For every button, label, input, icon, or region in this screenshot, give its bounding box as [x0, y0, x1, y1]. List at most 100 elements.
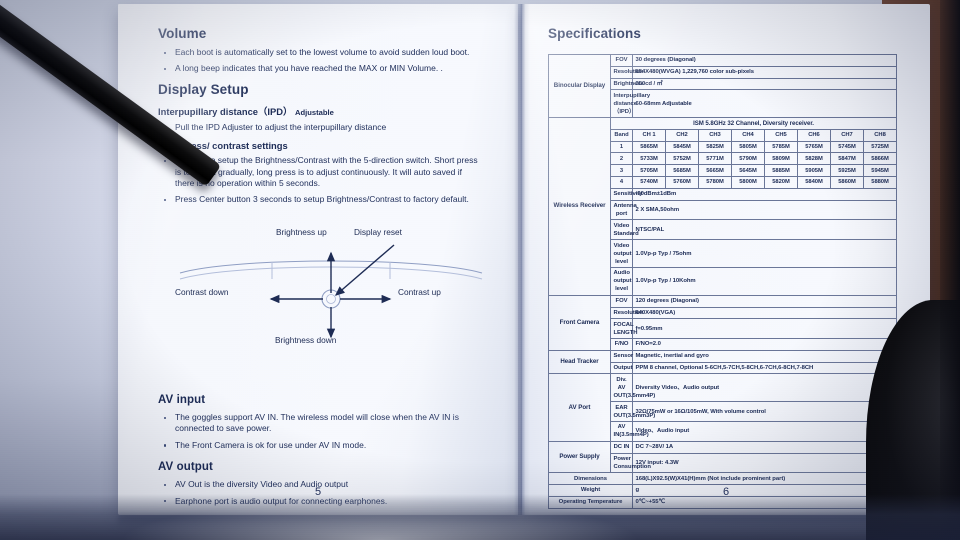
- table-row: Power Consumption 12V input: 4.3W: [549, 452, 898, 474]
- spec-value-cell: 1.0Vp-p Typ / 10Kohm: [631, 266, 898, 296]
- channel-frequency-cell: 5800M: [731, 176, 765, 189]
- channel-header-cell: CH7: [830, 128, 864, 142]
- section-ipd: Interpupillary distance（IPD） Adjustable …: [158, 104, 483, 133]
- list-item: Each boot is automatically set to the lo…: [158, 47, 483, 58]
- channel-frequency-cell: 5725M: [862, 140, 898, 154]
- group-label-cell: Power Supply: [548, 440, 611, 474]
- heading-ipd-note: Adjustable: [295, 107, 334, 117]
- channel-frequency-cell: 5880M: [862, 176, 898, 189]
- list-item: A long beep indicates that you have reac…: [158, 63, 483, 74]
- spec-key-cell: FOV: [610, 294, 633, 308]
- volume-bullet-list: Each boot is automatically set to the lo…: [158, 47, 483, 75]
- list-item: Press Center button 3 seconds to setup B…: [158, 194, 483, 205]
- spec-key-cell: Video Standard: [610, 219, 639, 241]
- channel-frequency-cell: 5825M: [698, 140, 732, 154]
- spec-key-cell: F/NO: [610, 338, 633, 351]
- section-brightness-contrast: Brightness/ contrast settings It's easy …: [158, 140, 483, 206]
- heading-av-output: AV output: [158, 461, 213, 474]
- channel-header-cell: CH4: [731, 128, 765, 142]
- channel-header-cell: CH2: [665, 128, 699, 142]
- channel-frequency-cell: 5845M: [665, 140, 699, 154]
- list-item: It's easy to setup the Brightness/Contra…: [158, 155, 483, 189]
- channel-frequency-cell: 5785M: [764, 140, 798, 154]
- diagram-label-right: Contrast up: [398, 287, 441, 297]
- channel-header-cell: CH5: [764, 128, 798, 142]
- spec-value-cell: Magnetic, inertial and gyro: [631, 349, 898, 363]
- table-row-band: 3 5705M 5685M 5665M 5645M 5885M 5905M 5925M 5945…: [549, 164, 898, 178]
- band-number-cell: 3: [610, 164, 633, 178]
- diagram-svg: [179, 244, 483, 339]
- group-label-cell: Front Camera: [548, 294, 611, 351]
- table-row: AV Port Div. AV OUT(3.5mm4P) Diversity Vid…: [548, 373, 898, 442]
- spec-key-cell: Audio output level: [610, 266, 633, 296]
- desk-glow: [120, 500, 640, 540]
- channel-frequency-cell: 5885M: [764, 164, 798, 178]
- spec-value-cell: 854X480(WVGA) 1,229,760 color sub-pixels: [631, 65, 898, 79]
- spec-key-cell: EAR OUT(3.5mm3P): [610, 401, 655, 422]
- channel-frequency-cell: 5790M: [731, 152, 765, 166]
- channel-frequency-cell: 5828M: [797, 152, 831, 166]
- channel-header-cell: CH3: [698, 128, 732, 142]
- list-item: Pull the IPD Adjuster to adjust the inte…: [158, 122, 483, 133]
- spec-value-cell: Video、Audio input: [631, 420, 898, 442]
- channel-frequency-cell: 5865M: [632, 140, 666, 154]
- channel-frequency-cell: 5760M: [665, 176, 699, 189]
- channel-frequency-cell: 5780M: [698, 176, 732, 189]
- ipd-bullet-list: Pull the IPD Adjuster to adjust the inte…: [158, 122, 483, 133]
- spec-key-cell: Video output level: [610, 239, 633, 268]
- spec-value-cell: F/NO=2.0: [631, 338, 898, 351]
- spec-key-cell: Div. AV OUT(3.5mm4P): [610, 373, 655, 403]
- channel-frequency-cell: 5820M: [764, 176, 798, 189]
- heading-brightness-contrast: Brightness/ contrast settings: [158, 140, 288, 152]
- spec-key-cell: Resolution: [610, 306, 643, 320]
- table-row-band: 2 5733M 5752M 5771M 5790M 5809M 5828M 5847M 5866…: [549, 152, 898, 166]
- diagram-label-up: Brightness up: [276, 227, 327, 237]
- heading-ipd: Interpupillary distance（IPD） Adjustable: [158, 104, 483, 118]
- left-page-content: Volume Each boot is automatically set to…: [158, 26, 483, 213]
- table-row-band: 4 5740M 5760M 5780M 5800M 5820M 5840M 5860M 5880…: [549, 176, 898, 189]
- spec-value-cell: -90dBm±1dBm: [631, 187, 898, 201]
- heading-display-setup: Display Setup: [158, 81, 249, 97]
- table-row: AV IN(3.5mm4P) Video、Audio input: [549, 420, 898, 442]
- right-edge-shadow: [940, 0, 960, 540]
- channel-header-cell: CH8: [862, 128, 898, 142]
- brightness-bullet-list: It's easy to setup the Brightness/Contra…: [158, 155, 483, 206]
- list-item: The goggles support AV IN. The wireless …: [158, 412, 483, 435]
- channel-frequency-cell: 5665M: [698, 164, 732, 178]
- channel-frequency-cell: 5733M: [632, 152, 666, 166]
- page-number-right: 6: [722, 486, 730, 498]
- table-row: Head Tracker Sensor Magnetic, inertial and…: [548, 349, 898, 375]
- heading-specifications: Specifications: [548, 26, 641, 41]
- channel-frequency-cell: 5685M: [665, 164, 699, 178]
- group-label-cell: Head Tracker: [548, 349, 611, 375]
- spec-value-cell: 30 degrees (Diagonal): [631, 54, 898, 67]
- spec-value-cell: f=0.95mm: [631, 318, 898, 340]
- channel-frequency-cell: 5925M: [830, 164, 864, 178]
- channel-frequency-cell: 5705M: [632, 164, 666, 178]
- table-row: Binocular Display FOV 30 degrees (Diagonal…: [548, 53, 898, 119]
- spec-key-cell: Sensor: [610, 349, 633, 363]
- spec-value-cell: NTSC/PAL: [631, 219, 898, 241]
- diagram-label-center: Display reset: [354, 227, 402, 237]
- channel-frequency-cell: 5840M: [797, 176, 831, 189]
- section-av-input: AV input The goggles support AV IN. The …: [158, 394, 483, 451]
- page-number-left: 5: [314, 486, 322, 498]
- channel-frequency-cell: 5905M: [797, 164, 831, 178]
- section-volume: Volume Each boot is automatically set to…: [158, 26, 483, 75]
- table-row: Power Supply DC IN DC 7~28V/ 1A: [548, 440, 898, 474]
- channel-frequency-cell: 5740M: [632, 176, 666, 189]
- table-row: FOCAL LENGTH f=0.95mm: [549, 318, 898, 340]
- spec-value-cell: 60-68mm Adjustable: [631, 89, 898, 119]
- left-page: Volume Each boot is automatically set to…: [118, 4, 518, 515]
- spec-value-cell: 120 degrees (Diagonal): [631, 294, 898, 308]
- spec-value-cell: 32Ω/75mW or 16Ω/105mW, With volume contr…: [631, 401, 898, 422]
- table-row: Interpupillary distance（IPD） 60-68mm Adju…: [549, 89, 898, 119]
- channel-frequency-cell: 5945M: [862, 164, 898, 178]
- channel-frequency-cell: 5745M: [830, 140, 864, 154]
- spec-key-cell: FOCAL LENGTH: [610, 318, 637, 340]
- band-number-cell: 1: [610, 140, 633, 154]
- table-row: Audio output level 1.0Vp-p Typ / 10Kohm: [549, 266, 898, 296]
- spec-key-cell: Dimensions: [548, 472, 633, 486]
- table-row: Front Camera FOV 120 degrees (Diagonal): [548, 294, 898, 351]
